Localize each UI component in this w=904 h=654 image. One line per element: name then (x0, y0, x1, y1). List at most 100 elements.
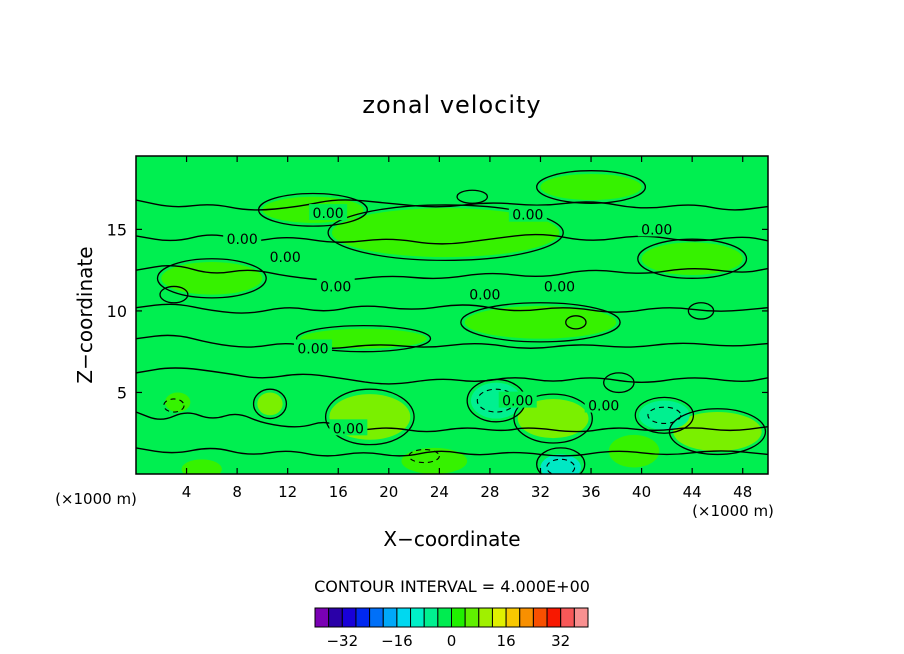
y-tick-label: 15 (107, 220, 127, 239)
contour-label: 0.00 (512, 208, 543, 224)
contour-loop (634, 396, 695, 434)
contour-line (136, 447, 768, 457)
contour-loop (536, 447, 586, 474)
colorbar-swatch (314, 607, 330, 628)
contour-loop (159, 285, 189, 304)
plot-frame (135, 155, 769, 475)
contour-labels: 0.00 0.00 0.00 0.00 0.00 0.00 0.00 0.00 0.00 0.00… (223, 204, 676, 437)
contour-loop (637, 238, 748, 279)
contour-label-bg (309, 204, 348, 221)
colorbar (314, 607, 589, 628)
contour-label: 0.00 (297, 341, 328, 357)
velocity-patch (464, 306, 617, 339)
x-tick-label: 28 (480, 483, 499, 501)
x-tick-label: 36 (581, 483, 600, 501)
chart-title: zonal velocity (362, 91, 541, 119)
colorbar-swatch (369, 607, 384, 628)
contour-interval-text: CONTOUR INTERVAL = 4.000E+00 (314, 577, 590, 596)
contour-loop (536, 170, 647, 204)
x-tick-label: 32 (531, 483, 550, 501)
contour-loop (513, 393, 593, 444)
contour-loop (257, 192, 368, 227)
plot-area: 0.00 0.00 0.00 0.00 0.00 0.00 0.00 0.00 0.00 0.00… (107, 155, 769, 501)
velocity-patch (608, 434, 660, 468)
contour-label: 0.00 (502, 394, 533, 410)
x-tick-label: 4 (182, 483, 192, 501)
contour-label: 0.00 (313, 206, 344, 222)
colorbar-tick-label: 32 (551, 632, 570, 650)
colorbar-swatch (464, 607, 480, 628)
contour-loop (324, 388, 415, 446)
colorbar-swatch (396, 607, 412, 628)
colorbar-swatch (491, 607, 507, 628)
colorbar-swatch (560, 607, 575, 628)
colorbar-swatch (410, 607, 425, 628)
colorbar-swatch (532, 607, 548, 628)
x-tick-label: 16 (329, 483, 348, 501)
contour-label: 0.00 (469, 288, 500, 304)
negative-contour-loop (647, 406, 682, 424)
contour-label: 0.00 (544, 279, 575, 295)
velocity-patch (639, 400, 690, 430)
colorbar-swatch (546, 607, 562, 628)
contour-loop (603, 372, 635, 394)
contour-label-bg (498, 391, 537, 408)
colorbar-swatch (451, 607, 466, 628)
contour-label: 0.00 (588, 399, 619, 415)
contour-line (136, 265, 768, 281)
colorbar-swatch (437, 607, 453, 628)
x-tick-label: 12 (278, 483, 297, 501)
contour-label: 0.00 (227, 232, 258, 248)
velocity-patch (673, 412, 762, 452)
contour-line (136, 367, 768, 385)
contour-label-bg (465, 285, 504, 302)
velocity-patch (641, 242, 743, 276)
contour-label: 0.00 (270, 250, 301, 266)
y-tick-label: 5 (117, 383, 127, 402)
contour-loop (687, 302, 715, 320)
contour-label-bg (584, 396, 623, 413)
x-axis-label: X−coordinate (383, 527, 520, 551)
colorbar-swatch (505, 607, 521, 628)
x-unit-left: (×1000 m) (55, 490, 137, 508)
contour-loop (295, 324, 432, 353)
negative-contour-loop (546, 458, 576, 474)
x-tick-label: 44 (683, 483, 702, 501)
velocity-patch (165, 392, 191, 413)
contour-loop (252, 388, 288, 420)
contour-loop (327, 204, 564, 262)
colorbar-swatch (423, 607, 439, 628)
velocity-patch (181, 459, 222, 474)
y-axis-ticks: 5 10 15 (107, 220, 768, 402)
colorbar-swatch (519, 607, 534, 628)
colorbar-swatch (478, 607, 493, 628)
y-tick-label: 10 (107, 302, 127, 321)
negative-contour-loop (163, 398, 185, 413)
x-tick-label: 8 (232, 483, 242, 501)
contour-loop (565, 315, 587, 330)
contour-label-bg (540, 277, 579, 294)
velocity-patch (540, 454, 581, 474)
contour-label-bg (316, 277, 355, 294)
x-tick-label: 20 (379, 483, 398, 501)
colorbar-tick-labels: −32 −16 0 16 32 (326, 632, 570, 650)
contour-line (136, 334, 768, 349)
colorbar-tick-label: −16 (381, 632, 413, 650)
contour-label: 0.00 (333, 421, 364, 437)
x-tick-label: 40 (632, 483, 651, 501)
contour-label-bg (266, 248, 305, 265)
contour-line (136, 303, 768, 314)
colorbar-swatch (328, 607, 343, 628)
contour-label-bg (508, 205, 547, 222)
colorbar-tick-label: 16 (497, 632, 516, 650)
contour-loop (668, 408, 767, 456)
contour-loop (156, 258, 267, 299)
x-axis-ticks: 4 8 12 16 20 24 28 32 36 40 44 48 (182, 156, 752, 501)
colorbar-swatch (573, 607, 589, 628)
velocity-patch (161, 262, 263, 295)
colorbar-tick-label: 0 (447, 632, 457, 650)
contour-label-bg (223, 230, 262, 247)
velocity-patch (540, 173, 642, 201)
contour-line (136, 233, 768, 245)
velocity-patch (331, 208, 560, 258)
